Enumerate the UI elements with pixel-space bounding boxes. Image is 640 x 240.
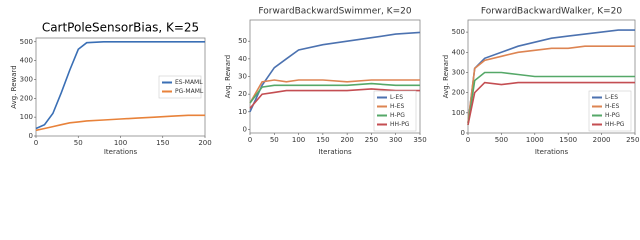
x-tick-label: 50 — [74, 139, 83, 147]
x-tick-label: 0 — [466, 136, 470, 144]
y-tick-label: 50 — [238, 37, 247, 45]
x-tick-label: 250 — [365, 136, 378, 144]
legend-label: H-ES — [390, 103, 404, 110]
x-axis-label: Iterations — [535, 148, 569, 156]
y-axis-label: Avg. Reward — [10, 65, 18, 108]
x-tick-label: 1500 — [559, 136, 577, 144]
y-tick-label: 500 — [452, 28, 465, 36]
series-line — [35, 114, 205, 132]
legend-label: ES-MAML — [175, 79, 203, 86]
series-line — [249, 88, 420, 109]
y-tick-label: 30 — [238, 73, 247, 81]
y-tick-label: 10 — [238, 108, 247, 116]
legend-label: PG-MAML — [175, 88, 204, 95]
legend-label: H-ES — [605, 103, 619, 110]
y-axis-label: Avg. Reward — [442, 55, 450, 98]
legend-label: HH-PG — [605, 121, 625, 128]
series-line — [249, 31, 421, 113]
x-tick-label: 500 — [495, 136, 508, 144]
x-tick-label: 200 — [198, 139, 211, 147]
x-axis-label: Iterations — [104, 148, 138, 156]
series-line — [249, 79, 420, 104]
legend-label: HH-PG — [390, 121, 410, 128]
y-tick-label: 400 — [20, 57, 33, 65]
x-tick-label: 1000 — [526, 136, 544, 144]
series-line — [35, 41, 205, 130]
series-line — [467, 71, 635, 126]
y-tick-label: 100 — [452, 109, 465, 117]
chart-title: ForwardBackwardWalker, K=20 — [481, 7, 623, 17]
legend-label: L-ES — [605, 94, 618, 101]
y-tick-label: 200 — [452, 89, 465, 97]
y-tick-label: 500 — [20, 38, 33, 46]
x-tick-label: 300 — [389, 136, 402, 144]
y-tick-label: 100 — [20, 113, 33, 121]
x-tick-label: 0 — [34, 139, 38, 147]
y-tick-label: 20 — [238, 90, 247, 98]
series-line — [467, 45, 635, 123]
series-line — [249, 82, 420, 104]
y-tick-label: 400 — [452, 48, 465, 56]
legend-label: H-PG — [390, 112, 405, 119]
series-line — [467, 29, 635, 123]
x-tick-label: 150 — [316, 136, 329, 144]
y-tick-label: 0 — [29, 132, 33, 140]
x-tick-label: 2500 — [626, 136, 640, 144]
y-tick-label: 300 — [452, 68, 465, 76]
x-tick-label: 150 — [156, 139, 169, 147]
chart-title: ForwardBackwardSwimmer, K=20 — [258, 7, 411, 17]
x-tick-label: 350 — [413, 136, 426, 144]
x-tick-label: 100 — [292, 136, 305, 144]
y-tick-label: 200 — [20, 94, 33, 102]
y-tick-label: 0 — [243, 125, 247, 133]
y-tick-label: 300 — [20, 75, 33, 83]
legend-label: H-PG — [605, 112, 620, 119]
x-tick-label: 2000 — [593, 136, 611, 144]
x-tick-label: 200 — [340, 136, 353, 144]
chart-title: CartPoleSensorBias, K=25 — [42, 21, 199, 35]
x-tick-label: 100 — [114, 139, 127, 147]
legend-label: L-ES — [390, 94, 403, 101]
y-tick-label: 0 — [461, 129, 465, 137]
series-line — [467, 81, 635, 126]
y-tick-label: 40 — [238, 55, 247, 63]
y-axis-label: Avg. Reward — [224, 55, 232, 98]
x-axis-label: Iterations — [318, 148, 352, 156]
x-tick-label: 50 — [270, 136, 279, 144]
x-tick-label: 0 — [248, 136, 252, 144]
